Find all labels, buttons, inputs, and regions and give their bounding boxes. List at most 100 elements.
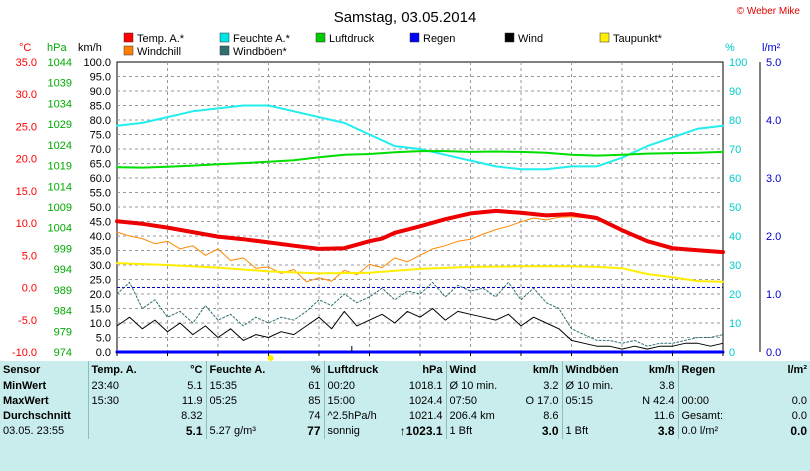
stats-header: °C — [190, 364, 203, 376]
wind-tick-label: 90.0 — [90, 86, 111, 98]
stats-header: km/h — [648, 364, 675, 376]
stats-cell: Durchschnitt — [3, 410, 71, 422]
stats-cell: 5.1 — [187, 380, 203, 392]
stats-cell: N 42.4 — [642, 395, 675, 407]
chart-legend: Temp. A.* Feuchte A.* Luftdruck Regen Wind Ta… — [123, 32, 663, 58]
statistics-panel: Sensor Temp. A. °C Feuchte A. % Luftdruc… — [0, 361, 810, 471]
pressure-tick-label: 989 — [54, 285, 72, 297]
humidity-tick-label: 70 — [729, 144, 741, 156]
stats-header: Regen — [677, 361, 744, 379]
stats-cell: 00:00 — [677, 394, 744, 409]
legend-label: Luftdruck — [329, 33, 375, 45]
chart-credit: © Weber Mike — [737, 6, 801, 17]
humidity-tick-label: 80 — [729, 115, 741, 127]
stats-cell: 1 Bft — [561, 424, 626, 439]
weather-chart: Samstag, 03.05.2014 © Weber Mike Temp. A… — [12, 6, 801, 361]
pressure-tick-label: 1009 — [48, 202, 72, 214]
legend-swatch — [315, 32, 326, 43]
stats-cell: 05:15 — [561, 394, 626, 409]
stats-header: Sensor — [3, 364, 41, 376]
humidity-tick-label: 60 — [729, 173, 741, 185]
pressure-tick-label: 999 — [54, 243, 72, 255]
legend-swatch — [219, 45, 230, 56]
humidity-tick-label: 30 — [729, 260, 741, 272]
pressure-axis-unit: hPa — [47, 42, 67, 54]
wind-tick-label: 25.0 — [90, 275, 111, 287]
rain-tick-label: 0.0 — [766, 347, 781, 359]
sunrise-marker — [267, 355, 274, 361]
stats-cell: 85 — [308, 395, 321, 407]
stats-cell: 05:25 — [205, 394, 276, 409]
humidity-tick-label: 50 — [729, 202, 741, 214]
rain-tick-label: 4.0 — [766, 115, 781, 127]
stats-cell: 1018.1 — [408, 380, 443, 392]
series-line-temp-a — [115, 208, 725, 255]
wind-tick-label: 100.0 — [83, 57, 111, 69]
wind-tick-label: 65.0 — [90, 159, 111, 171]
temp-tick-label: 30.0 — [16, 89, 37, 101]
statistics-table: Sensor Temp. A. °C Feuchte A. % Luftdruc… — [0, 361, 810, 439]
pressure-tick-label: 1019 — [48, 161, 72, 173]
legend-swatch — [123, 45, 134, 56]
legend-swatch — [219, 32, 230, 43]
wind-tick-label: 5.0 — [96, 333, 111, 345]
chart-title: Samstag, 03.05.2014 — [334, 9, 477, 26]
temp-tick-label: 25.0 — [16, 121, 37, 133]
stats-cell — [205, 409, 276, 424]
temp-tick-label: 5.0 — [22, 250, 37, 262]
series-line-luftdruck — [116, 150, 724, 169]
stats-cell: 0.0 — [791, 410, 807, 422]
wind-tick-label: 0.0 — [96, 347, 111, 359]
humidity-tick-label: 0 — [729, 347, 735, 359]
humidity-tick-label: 10 — [729, 318, 741, 330]
stats-cell: ^2.5hPa/h — [323, 409, 394, 424]
wind-tick-label: 10.0 — [90, 318, 111, 330]
humidity-tick-label: 100 — [729, 57, 747, 69]
temp-tick-label: 20.0 — [16, 154, 37, 166]
x-axis-ticks: 00:0002:0004:0006:0008:0010:0012:0014:00… — [116, 352, 724, 356]
legend-swatch — [504, 32, 515, 43]
stats-cell: sonnig — [323, 424, 394, 439]
stats-cell: 3.2 — [543, 380, 559, 392]
wind-tick-label: 95.0 — [90, 72, 111, 84]
stats-cell: 23:40 — [87, 379, 162, 394]
pressure-tick-label: 1039 — [48, 78, 72, 90]
stats-cell: 0.0 — [791, 395, 807, 407]
stats-cell: 3.0 — [541, 424, 559, 438]
stats-cell — [87, 409, 162, 424]
legend-swatch — [123, 32, 134, 43]
pressure-tick-label: 1014 — [48, 181, 72, 193]
pressure-tick-label: 974 — [54, 347, 72, 359]
stats-header: Temp. A. — [87, 361, 162, 379]
wind-tick-label: 45.0 — [90, 217, 111, 229]
legend-label: Temp. A.* — [137, 33, 185, 45]
stats-row-min: MinWert 23:40 5.1 15:35 61 00:20 1018.1 … — [0, 379, 810, 394]
stats-header: Luftdruck — [323, 361, 394, 379]
series-line-feuchte-a — [116, 104, 724, 171]
stats-header: Windböen — [561, 361, 626, 379]
series-line-wind — [116, 308, 724, 350]
stats-cell: MinWert — [3, 380, 47, 392]
wind-tick-label: 30.0 — [90, 260, 111, 272]
wind-tick-label: 40.0 — [90, 231, 111, 243]
stats-cell — [561, 409, 626, 424]
wind-tick-label: 80.0 — [90, 115, 111, 127]
stats-cell: 0.0 l/m² — [677, 424, 744, 439]
stats-cell: Ø 10 min. — [561, 379, 626, 394]
pressure-tick-label: 1029 — [48, 119, 72, 131]
temp-tick-label: 10.0 — [16, 218, 37, 230]
wind-tick-label: 15.0 — [90, 304, 111, 316]
stats-cell: 3.8 — [659, 380, 675, 392]
legend-label: Windböen* — [233, 46, 288, 58]
stats-cell: 15:00 — [323, 394, 394, 409]
series-line-windchill — [116, 216, 724, 283]
rain-tick-label: 2.0 — [766, 231, 781, 243]
pressure-tick-label: 1024 — [48, 140, 72, 152]
chart-grid — [116, 61, 761, 353]
pressure-tick-label: 1034 — [48, 98, 72, 110]
legend-label: Regen — [423, 33, 455, 45]
humidity-axis-unit: % — [725, 42, 735, 54]
temp-tick-label: 35.0 — [16, 57, 37, 69]
legend-label: Windchill — [137, 46, 181, 58]
legend-label: Feuchte A.* — [233, 33, 291, 45]
